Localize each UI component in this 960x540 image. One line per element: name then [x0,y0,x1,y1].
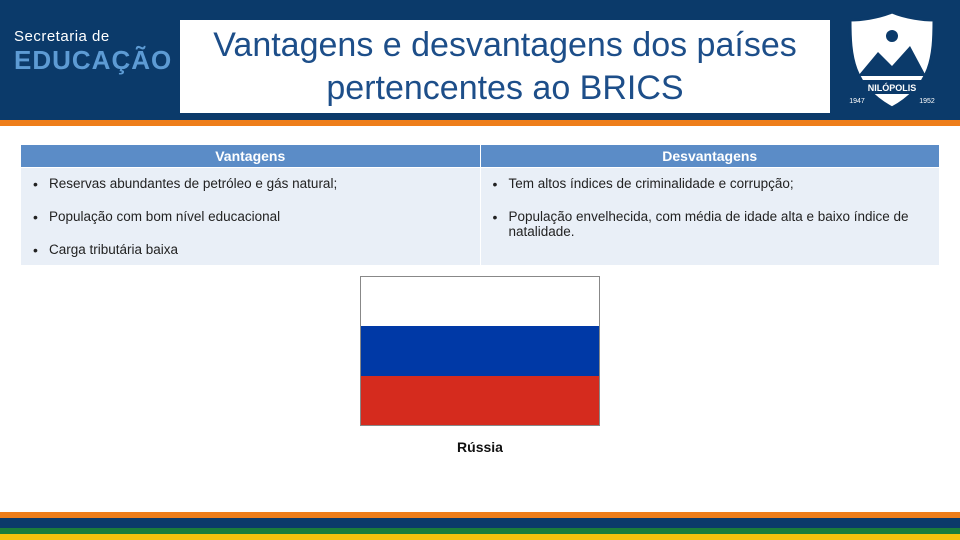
flag-stripe-white [361,277,599,326]
flag-stripe-blue [361,326,599,375]
col-header-disadvantages: Desvantagens [480,145,940,168]
list-item: Tem altos índices de criminalidade e cor… [491,176,930,191]
list-item: Reservas abundantes de petróleo e gás na… [31,176,470,191]
flag-stripe-red [361,376,599,425]
logo-line1: Secretaria de [14,28,172,45]
slide-title: Vantagens e desvantagens dos países pert… [180,20,830,113]
crest-year-right: 1952 [919,98,935,105]
disadvantages-list: Tem altos índices de criminalidade e cor… [491,176,930,239]
list-item: População com bom nível educacional [31,209,470,224]
header-band: Secretaria de EDUCAÇÃO Vantagens e desva… [0,0,960,120]
org-logo: Secretaria de EDUCAÇÃO [14,28,172,76]
flag-caption: Rússia [20,439,940,455]
footer-stripes [0,512,960,540]
crest-name: NILÓPOLIS [868,82,917,93]
russia-flag-icon [360,276,600,426]
col-header-advantages: Vantagens [21,145,481,168]
logo-line2: EDUCAÇÃO [14,45,172,76]
footer-stripe [0,534,960,540]
comparison-table: Vantagens Desvantagens Reservas abundant… [20,144,940,266]
advantages-cell: Reservas abundantes de petróleo e gás na… [21,168,481,266]
list-item: Carga tributária baixa [31,242,470,257]
list-item: População envelhecida, com média de idad… [491,209,930,239]
footer-stripe [0,518,960,528]
crest-year-left: 1947 [849,98,865,105]
flag-block: Rússia [20,276,940,455]
disadvantages-cell: Tem altos índices de criminalidade e cor… [480,168,940,266]
city-crest-icon: NILÓPOLIS 1947 1952 [838,6,946,114]
content-area: Vantagens Desvantagens Reservas abundant… [0,126,960,455]
advantages-list: Reservas abundantes de petróleo e gás na… [31,176,470,257]
